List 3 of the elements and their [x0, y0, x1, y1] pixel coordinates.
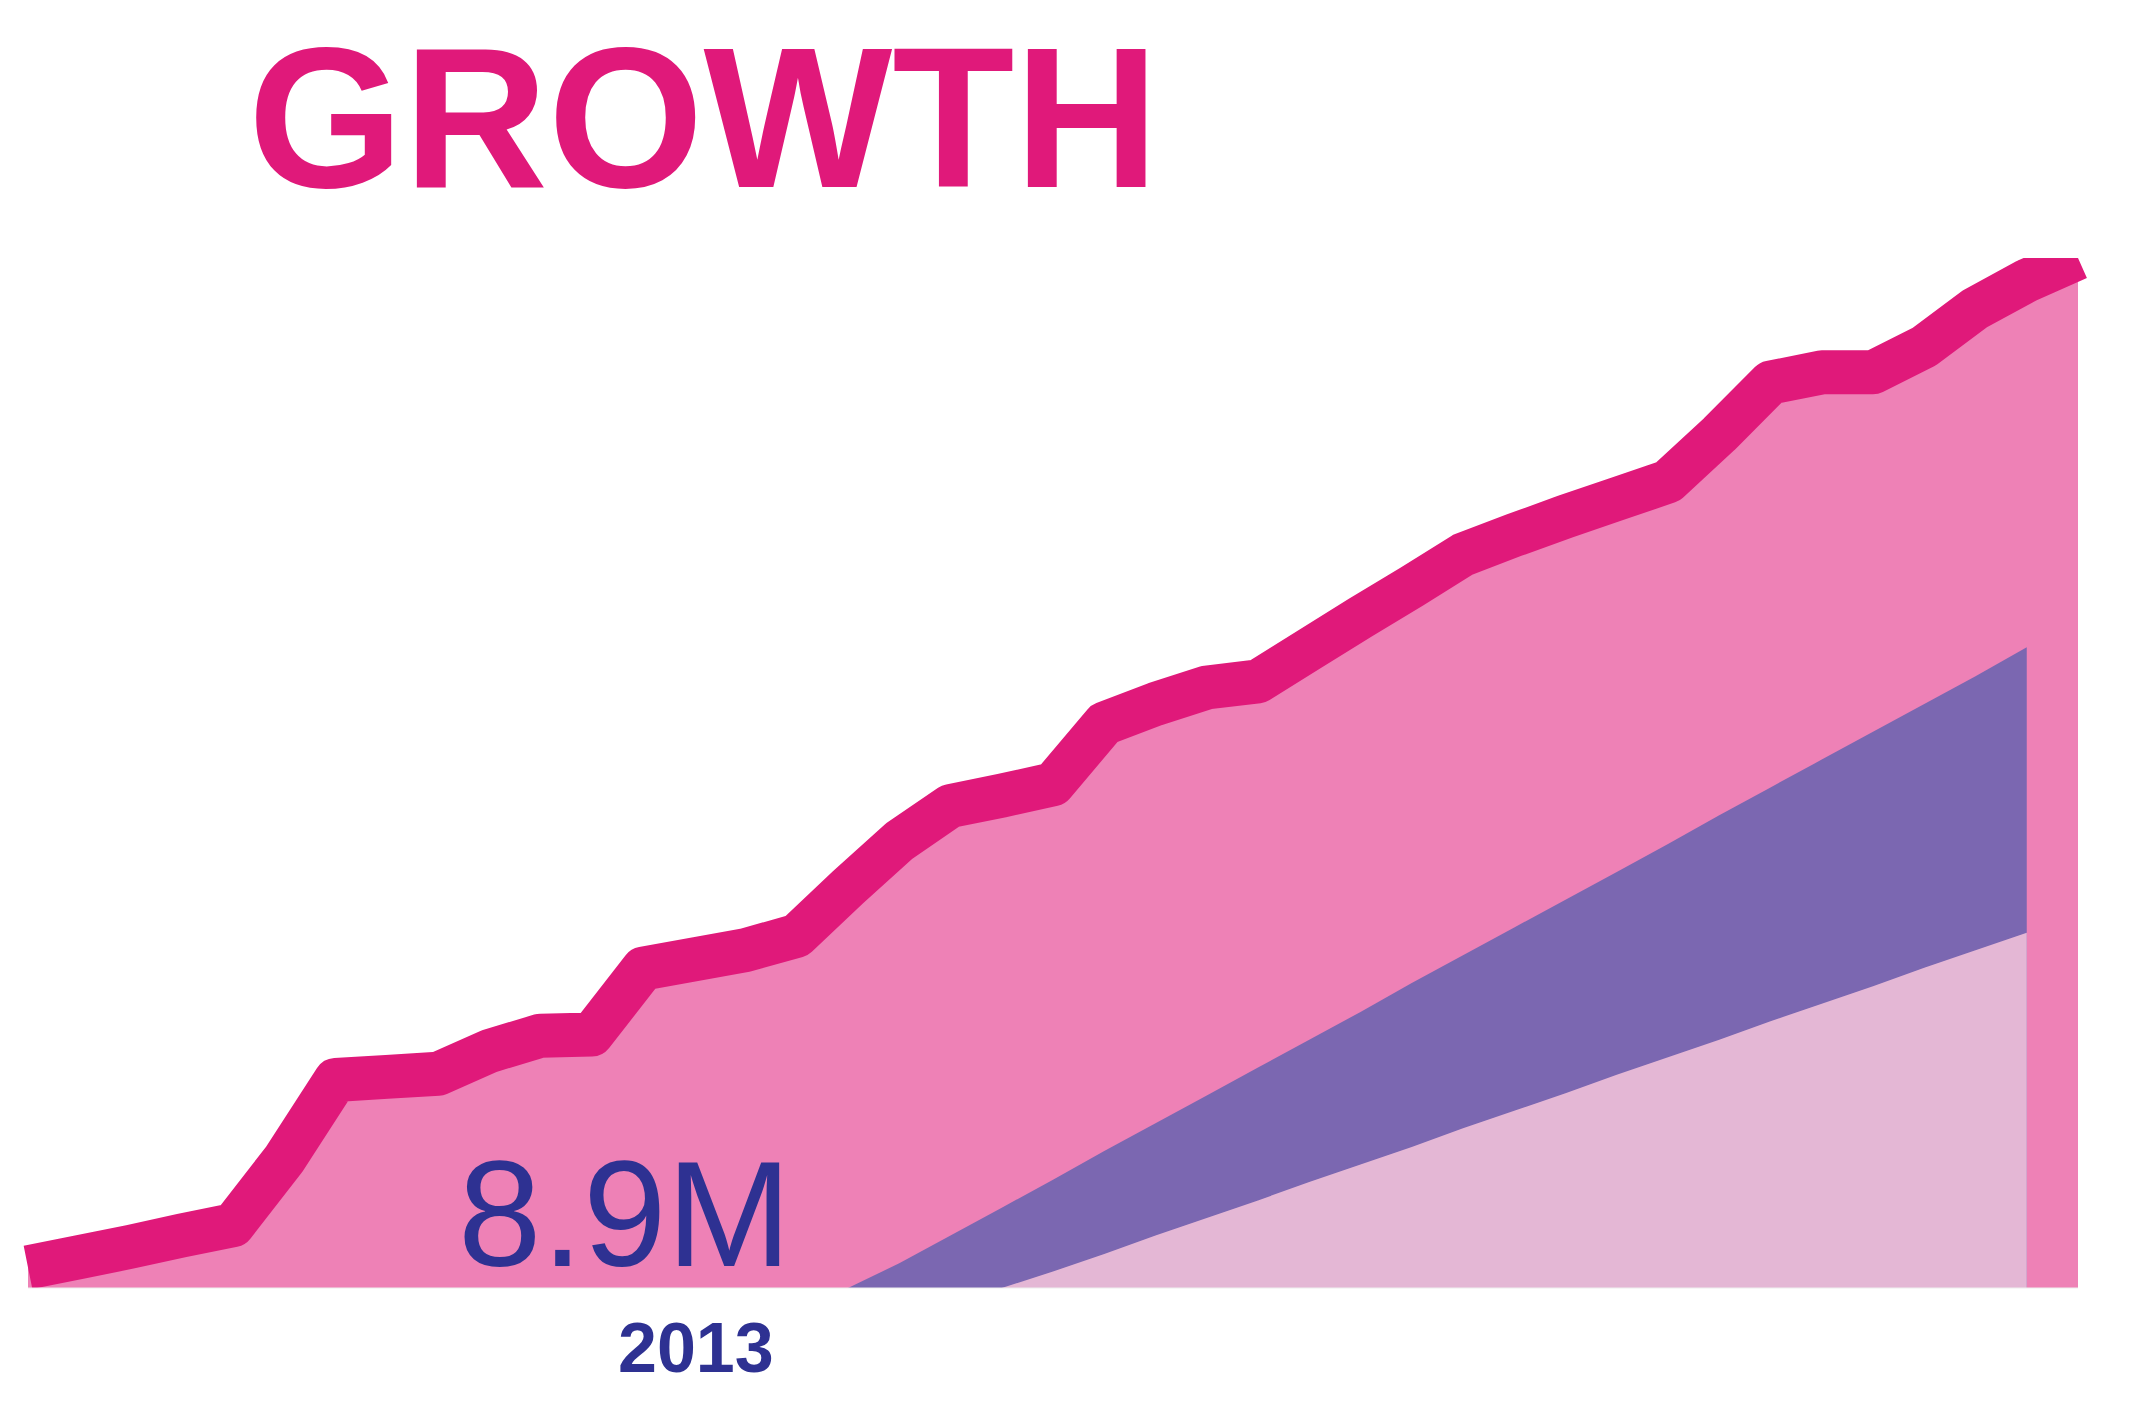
- text: 2013: [618, 1308, 774, 1388]
- chart-title: GROWTH: [248, 6, 1160, 229]
- annotation: 8.9M: [458, 1129, 792, 1300]
